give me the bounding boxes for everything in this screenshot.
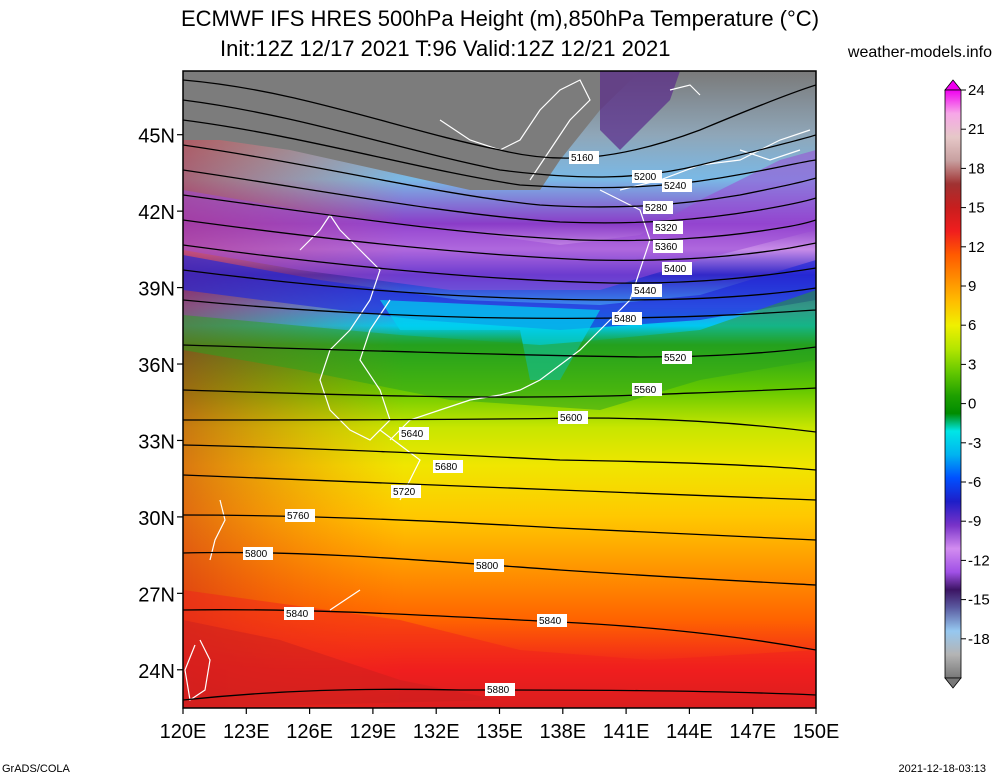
latitude-axis: 45N 42N 39N 36N 33N 30N 27N 24N (138, 126, 183, 683)
source-credit: weather-models.info (847, 44, 992, 61)
longitude-axis: 120E 123E 126E 129E 132E 135E 138E 141E 144E 147E… (160, 708, 840, 743)
lon-tick-label: 147E (729, 721, 776, 743)
contour-label: 5560 (634, 385, 657, 396)
lat-tick-label: 24N (138, 661, 175, 683)
colorbar-label: -15 (968, 592, 990, 609)
colorbar-label: -12 (968, 552, 990, 569)
colorbar-label: -3 (968, 435, 981, 452)
colorbar-label: -6 (968, 474, 981, 491)
lon-tick-label: 123E (223, 721, 270, 743)
contour-label: 5720 (393, 487, 416, 498)
colorbar-label: 6 (968, 317, 976, 334)
lon-tick-label: 120E (160, 721, 207, 743)
colorbar: 24 21 18 15 12 9 6 3 0 -3 -6 -9 -12 -15 -18 (944, 79, 990, 689)
contour-label: 5840 (286, 609, 309, 620)
contour-label: 5800 (245, 549, 268, 560)
contour-label: 5400 (664, 264, 687, 275)
lon-tick-label: 132E (413, 721, 460, 743)
lat-tick-label: 33N (138, 431, 175, 453)
temperature-field (183, 71, 816, 708)
contour-label: 5320 (655, 223, 678, 234)
lon-tick-label: 126E (286, 721, 333, 743)
lat-tick-label: 30N (138, 508, 175, 530)
contour-label: 5240 (664, 181, 687, 192)
colorbar-label: 21 (968, 121, 985, 138)
contour-label: 5280 (645, 203, 668, 214)
lat-tick-label: 36N (138, 355, 175, 377)
contour-label: 5760 (287, 511, 310, 522)
contour-label: 5360 (655, 242, 678, 253)
map-subtitle: Init:12Z 12/17 2021 T:96 Valid:12Z 12/21… (220, 36, 671, 61)
contour-label: 5880 (487, 685, 510, 696)
lat-tick-label: 27N (138, 584, 175, 606)
contour-labels: 5160 5200 5240 5280 5320 5360 5400 5440 … (243, 151, 692, 696)
lon-tick-label: 135E (476, 721, 523, 743)
colorbar-label: -18 (968, 631, 990, 648)
lon-tick-label: 144E (666, 721, 713, 743)
contour-label: 5600 (560, 413, 583, 424)
contour-label: 5640 (401, 429, 424, 440)
contour-label: 5840 (539, 616, 562, 627)
map-title: ECMWF IFS HRES 500hPa Height (m),850hPa … (180, 6, 820, 31)
colorbar-label: 3 (968, 356, 976, 373)
lat-tick-label: 39N (138, 279, 175, 301)
colorbar-label: 24 (968, 82, 985, 99)
contour-label: 5160 (571, 153, 594, 164)
colorbar-label: 18 (968, 160, 985, 177)
lon-tick-label: 141E (603, 721, 650, 743)
footer-timestamp: 2021-12-18-03:13 (898, 763, 986, 775)
footer-software: GrADS/COLA (2, 763, 70, 775)
colorbar-label: 15 (968, 200, 985, 217)
lat-tick-label: 45N (138, 126, 175, 148)
colorbar-bar (944, 89, 962, 679)
lat-tick-label: 42N (138, 202, 175, 224)
contour-label: 5520 (664, 353, 687, 364)
colorbar-label: -9 (968, 513, 981, 530)
lon-tick-label: 129E (350, 721, 397, 743)
contour-label: 5800 (476, 561, 499, 572)
contour-label: 5440 (634, 286, 657, 297)
contour-label: 5680 (435, 462, 458, 473)
colorbar-top-arrow (944, 79, 962, 91)
colorbar-label: 9 (968, 278, 976, 295)
colorbar-bottom-arrow (944, 677, 962, 689)
colorbar-label: 12 (968, 239, 985, 256)
colorbar-label: 0 (968, 396, 976, 413)
contour-label: 5480 (614, 314, 637, 325)
contour-label: 5200 (634, 172, 657, 183)
lon-tick-label: 150E (793, 721, 840, 743)
lon-tick-label: 138E (539, 721, 586, 743)
